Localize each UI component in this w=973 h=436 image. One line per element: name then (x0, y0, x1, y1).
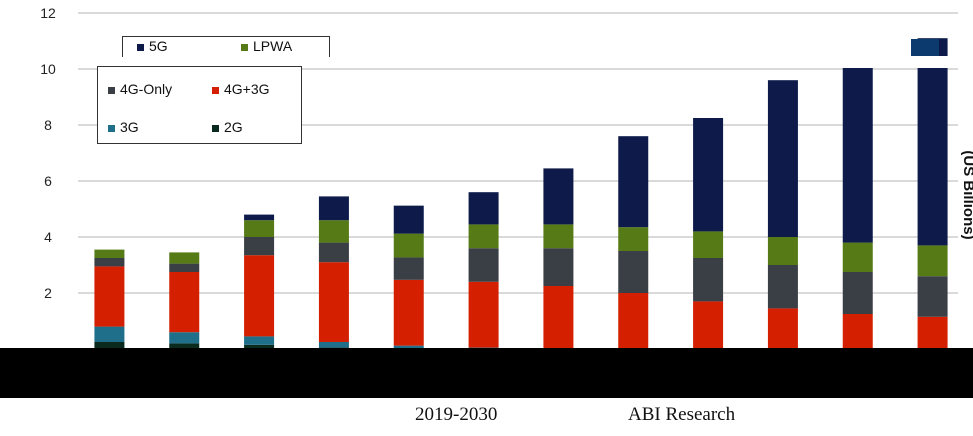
bar-segment-4g-only-2020 (169, 263, 200, 272)
bar-segment-5g-2026 (618, 136, 649, 228)
y-tick-label: 4 (44, 229, 52, 245)
bar-segment-lpwa-2025 (543, 224, 574, 249)
bar-segment-5g-2024 (468, 192, 499, 225)
legend-swatch-2g (212, 124, 219, 132)
bar-segment-4g-3g-2025 (543, 286, 574, 349)
bar-stacks (94, 38, 948, 349)
bar-segment-4g-only-2023 (393, 257, 424, 280)
bar-segment-lpwa-2022 (318, 220, 349, 243)
legend-item-5g: 5G (137, 38, 168, 54)
bar-segment-lpwa-2024 (468, 224, 499, 249)
bar-segment-4g-3g-2030 (917, 316, 948, 349)
bar-segment-5g-2029 (842, 60, 873, 243)
legend-item-lpwa: LPWA (241, 38, 292, 54)
legend: 4G-Only 4G+3G 3G 2G (97, 66, 302, 144)
legend-label-lpwa: LPWA (253, 38, 293, 54)
bar-segment-lpwa-2029 (842, 242, 873, 272)
bar-segment-2g-2021 (244, 344, 275, 349)
bar-segment-5g-2021 (244, 214, 275, 221)
legend-top-row: 5G LPWA (122, 36, 330, 57)
y-tick-label: 6 (44, 173, 52, 189)
bar-segment-lpwa-2028 (767, 237, 798, 265)
legend-label-4g-3g: 4G+3G (224, 81, 270, 97)
bar-segment-5g-2027 (693, 118, 724, 232)
y-tick-label: 8 (44, 117, 52, 133)
bar-segment-4g-only-2030 (917, 276, 948, 317)
y-axis-label: (US Billions) (960, 150, 973, 239)
legend-item-4g-only: 4G-Only (108, 81, 172, 97)
bar-segment-4g-3g-2021 (244, 255, 275, 337)
bar-segment-3g-2020 (169, 332, 200, 344)
bar-segment-5g-2023 (393, 205, 424, 234)
bar-segment-4g-3g-2020 (169, 272, 200, 333)
bar-segment-4g-only-2026 (618, 251, 649, 293)
bar-segment-5g-2022 (318, 196, 349, 221)
bar-segment-3g-2022 (318, 342, 349, 348)
y-tick-label: 2 (44, 285, 52, 301)
bar-segment-4g-3g-2022 (318, 262, 349, 342)
legend-label-4g-only: 4G-Only (120, 81, 173, 97)
legend-item-4g-3g: 4G+3G (212, 81, 270, 97)
bar-segment-2g-2020 (169, 343, 200, 349)
bar-segment-4g-3g-2029 (842, 314, 873, 349)
bar-segment-4g-only-2025 (543, 248, 574, 286)
bar-segment-lpwa-2019 (94, 249, 125, 258)
bar-segment-4g-only-2022 (318, 242, 349, 263)
bar-segment-4g-only-2019 (94, 258, 125, 267)
legend-swatch-4g-only (108, 86, 115, 94)
bar-segment-lpwa-2023 (393, 233, 424, 258)
bar-segment-4g-only-2024 (468, 248, 499, 282)
bar-segment-4g-3g-2019 (94, 266, 125, 327)
legend-item-3g: 3G (108, 119, 139, 135)
bar-segment-4g-3g-2023 (393, 279, 424, 346)
bar-segment-lpwa-2027 (693, 231, 724, 258)
artifact-strip-bottom (0, 348, 973, 398)
bar-segment-4g-3g-2026 (618, 293, 649, 349)
bar-segment-3g-2021 (244, 336, 275, 345)
bar-segment-4g-3g-2027 (693, 301, 724, 349)
legend-swatch-3g (108, 124, 115, 132)
bar-segment-4g-3g-2024 (468, 281, 499, 348)
bar-segment-5g-2025 (543, 168, 574, 225)
artifact-strip-top (303, 56, 973, 68)
bar-segment-3g-2023 (393, 345, 424, 349)
legend-label-5g: 5G (149, 38, 168, 54)
legend-item-2g: 2G (212, 119, 243, 135)
bar-segment-lpwa-2021 (244, 220, 275, 237)
bar-segment-5g-2030 (917, 38, 948, 246)
legend-swatch-lpwa (241, 43, 248, 51)
bar-segment-4g-only-2021 (244, 237, 275, 256)
artifact-block (911, 39, 939, 56)
bar-segment-lpwa-2030 (917, 245, 948, 277)
caption-years: 2019-2030 (415, 404, 498, 425)
y-tick-label: 10 (40, 61, 56, 77)
bar-segment-4g-only-2027 (693, 258, 724, 302)
legend-swatch-5g (137, 43, 144, 51)
y-tick-label: 12 (40, 5, 56, 21)
bar-segment-2g-2019 (94, 342, 125, 349)
bar-segment-lpwa-2026 (618, 227, 649, 251)
bar-segment-4g-only-2028 (767, 265, 798, 309)
bar-segment-4g-3g-2028 (767, 308, 798, 349)
bar-segment-5g-2028 (767, 80, 798, 237)
legend-swatch-4g-3g (212, 86, 219, 94)
bar-segment-lpwa-2020 (169, 252, 200, 264)
legend-label-3g: 3G (120, 119, 139, 135)
bar-segment-4g-only-2029 (842, 272, 873, 314)
caption-source: ABI Research (628, 404, 736, 425)
bar-segment-3g-2019 (94, 326, 125, 342)
legend-label-2g: 2G (224, 119, 243, 135)
